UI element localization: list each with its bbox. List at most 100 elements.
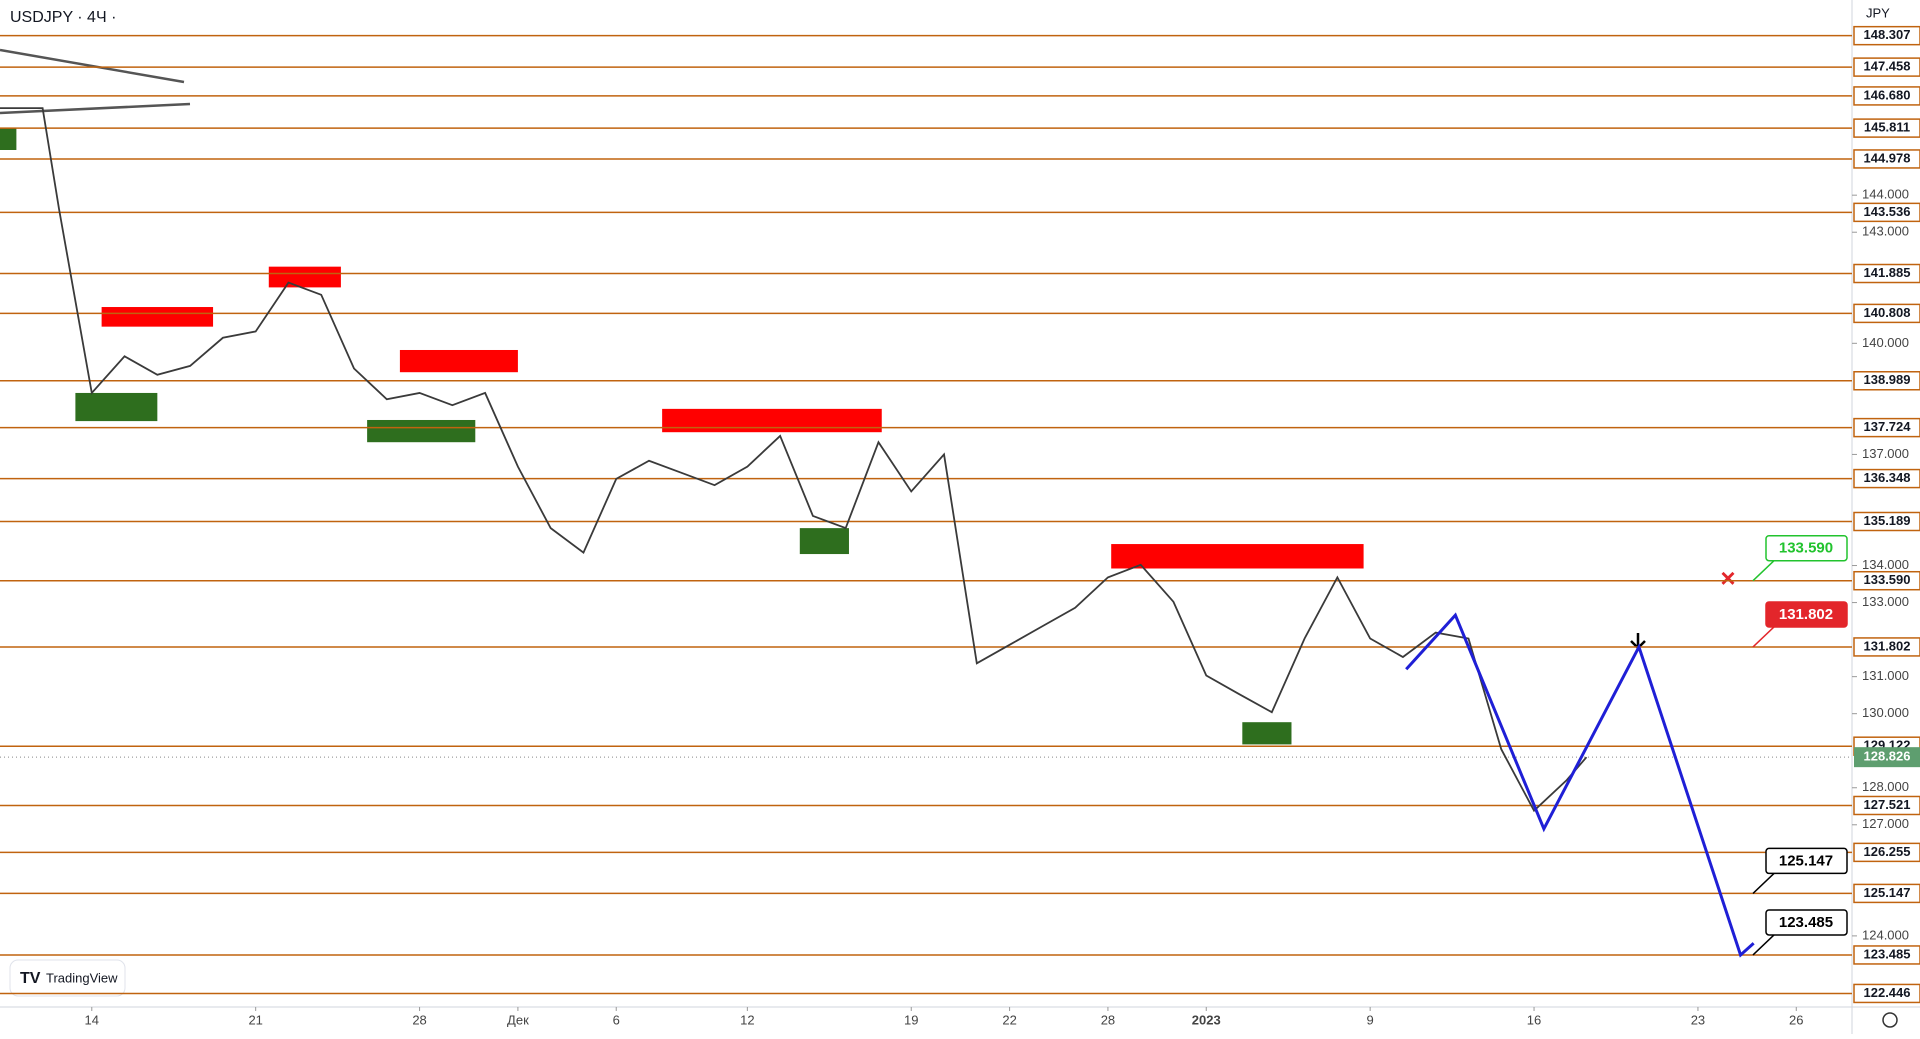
- level-label-box: [1853, 945, 1920, 965]
- level-label-box: [1853, 983, 1920, 1004]
- level-label-box: [1853, 371, 1920, 391]
- projection-line: [1405, 612, 1755, 958]
- x-tick-label: 6: [613, 1012, 620, 1027]
- zone: [399, 349, 518, 373]
- level-label: 131.802: [1864, 638, 1911, 653]
- trend-line: [0, 102, 191, 115]
- current-price-box: [1854, 747, 1920, 768]
- level-label-box: [1853, 149, 1920, 169]
- y-tick-label: 124.000: [1862, 927, 1909, 942]
- cross-marker: ×: [1720, 563, 1735, 593]
- y-tick-label: 144.000: [1862, 187, 1909, 202]
- level-label-box: [1853, 883, 1920, 904]
- x-tick-label: 9: [1367, 1012, 1374, 1027]
- level-label: 133.590: [1864, 572, 1911, 587]
- x-tick-label: 21: [248, 1012, 262, 1027]
- level-label: 148.307: [1864, 27, 1911, 42]
- callout-pointer: [1752, 872, 1775, 894]
- y-tick-label: 133.000: [1862, 594, 1909, 609]
- level-label-box: [1853, 417, 1920, 438]
- y-tick-label: 130.000: [1862, 705, 1909, 720]
- watermark-box: [9, 959, 126, 997]
- callout-pointer: [1752, 560, 1775, 582]
- level-label: 138.989: [1864, 372, 1911, 387]
- level-label-box: [1853, 795, 1920, 816]
- level-label: 145.811: [1864, 120, 1910, 135]
- x-tick-label: 28: [412, 1012, 426, 1027]
- x-tick-label: 12: [740, 1012, 754, 1027]
- x-tick-label: 28: [1101, 1012, 1115, 1027]
- level-label-box: [1853, 25, 1920, 46]
- level-label: 147.458: [1864, 59, 1911, 74]
- callout-box: [1765, 847, 1848, 875]
- callout-label: 123.485: [1779, 914, 1833, 931]
- x-tick-label: 23: [1691, 1012, 1705, 1027]
- callout-pointer: [1752, 626, 1775, 648]
- level-label-box: [1853, 86, 1920, 106]
- callout-pointer: [1752, 934, 1775, 956]
- level-label-box: [1853, 57, 1920, 77]
- zone: [799, 528, 849, 555]
- y-tick-label: 143.000: [1862, 224, 1909, 239]
- zone: [1242, 722, 1292, 745]
- chart-title: USDJPY · 4Ч ·: [10, 9, 116, 26]
- level-label: 143.536: [1864, 204, 1911, 219]
- level-label-box: [1853, 263, 1920, 284]
- callout-box: [1765, 909, 1848, 936]
- trend-line: [0, 48, 185, 84]
- level-label-box: [1853, 511, 1920, 532]
- y-tick-label: 131.000: [1862, 668, 1909, 683]
- x-tick-label: 14: [85, 1012, 99, 1027]
- zone: [662, 408, 882, 433]
- callout-box: [1765, 534, 1848, 562]
- zone: [268, 266, 341, 288]
- zone: [75, 392, 158, 422]
- level-label: 123.485: [1864, 946, 1911, 961]
- callout-label: 133.590: [1779, 540, 1833, 557]
- zone: [367, 419, 476, 443]
- watermark: TradingView: [46, 970, 118, 985]
- zone: [101, 307, 214, 327]
- callout-box: [1765, 601, 1848, 628]
- y-tick-label: 128.000: [1862, 779, 1909, 794]
- level-label: 125.147: [1864, 885, 1911, 900]
- level-label-box: [1853, 303, 1920, 324]
- level-label: 144.978: [1864, 150, 1911, 165]
- level-label: 135.189: [1864, 513, 1911, 528]
- callout-label: 131.802: [1779, 606, 1833, 623]
- level-label: 141.885: [1864, 265, 1911, 280]
- level-label: 146.680: [1864, 87, 1911, 102]
- level-label-box: [1853, 570, 1920, 591]
- level-label-box: [1853, 637, 1920, 657]
- level-label-box: [1853, 468, 1920, 489]
- currency-label: JPY: [1866, 5, 1890, 20]
- y-tick-label: 137.000: [1862, 446, 1909, 461]
- x-tick-label: 2023: [1192, 1012, 1221, 1027]
- level-label: 126.255: [1864, 844, 1911, 859]
- x-tick-label: 16: [1527, 1012, 1541, 1027]
- level-label: 136.348: [1864, 470, 1911, 485]
- watermark-logo: TV: [20, 970, 41, 987]
- y-tick-label: 134.000: [1862, 557, 1909, 572]
- x-tick-label: 26: [1789, 1012, 1803, 1027]
- level-label: 137.724: [1864, 419, 1912, 434]
- x-tick-label: Дек: [507, 1012, 529, 1027]
- x-tick-label: 22: [1002, 1012, 1016, 1027]
- level-label: 122.446: [1864, 985, 1911, 1000]
- zone: [1111, 544, 1364, 569]
- level-label: 127.521: [1864, 797, 1911, 812]
- y-tick-label: 127.000: [1862, 816, 1909, 831]
- settings-icon[interactable]: [1882, 1012, 1898, 1028]
- x-tick-label: 19: [904, 1012, 918, 1027]
- current-price-label: 128.826: [1864, 749, 1911, 764]
- price-line: [0, 107, 1588, 813]
- callout-label: 125.147: [1779, 852, 1833, 869]
- level-label: 140.808: [1864, 305, 1911, 320]
- zone: [0, 127, 17, 150]
- level-label-box: [1853, 202, 1920, 223]
- level-label-box: [1853, 118, 1920, 138]
- y-tick-label: 140.000: [1862, 335, 1909, 350]
